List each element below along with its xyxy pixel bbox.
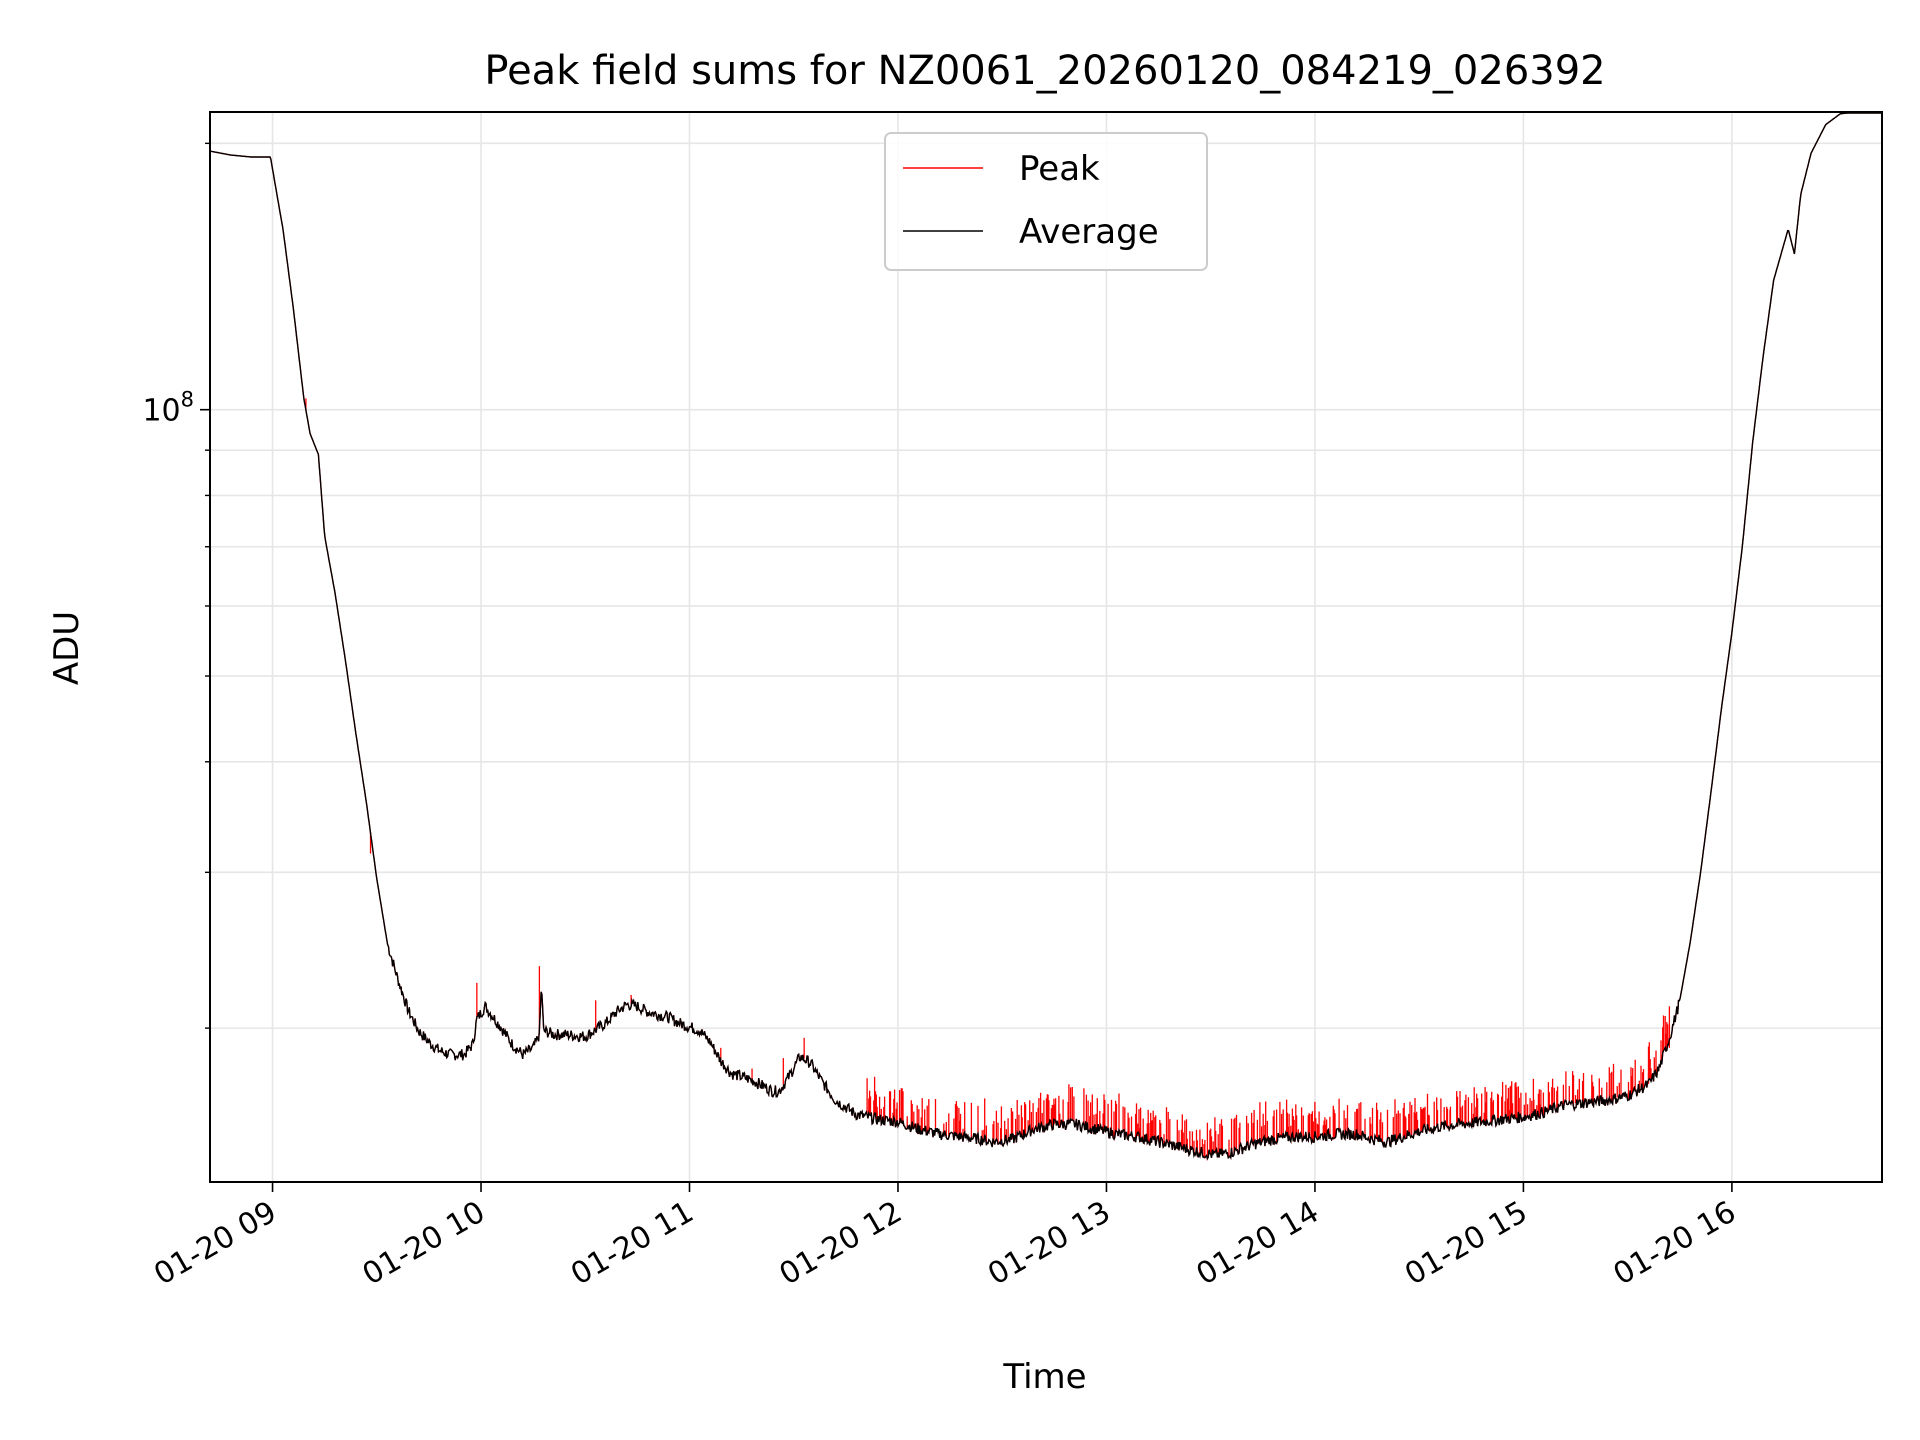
y-axis-label: ADU: [47, 611, 87, 685]
x-axis-label: Time: [1002, 1357, 1086, 1397]
legend: Peak Average: [884, 132, 1208, 271]
plot-frame: [209, 111, 1883, 1183]
legend-peak-label: Peak: [1019, 149, 1100, 189]
average-series: [209, 112, 1882, 1161]
legend-average-label: Average: [1019, 212, 1159, 252]
chart-title: Peak field sums for NZ0061_20260120_0842…: [484, 48, 1605, 94]
grid: [210, 112, 1882, 1182]
average-line: [209, 112, 1882, 1161]
y-tick-label: 108: [142, 388, 194, 429]
